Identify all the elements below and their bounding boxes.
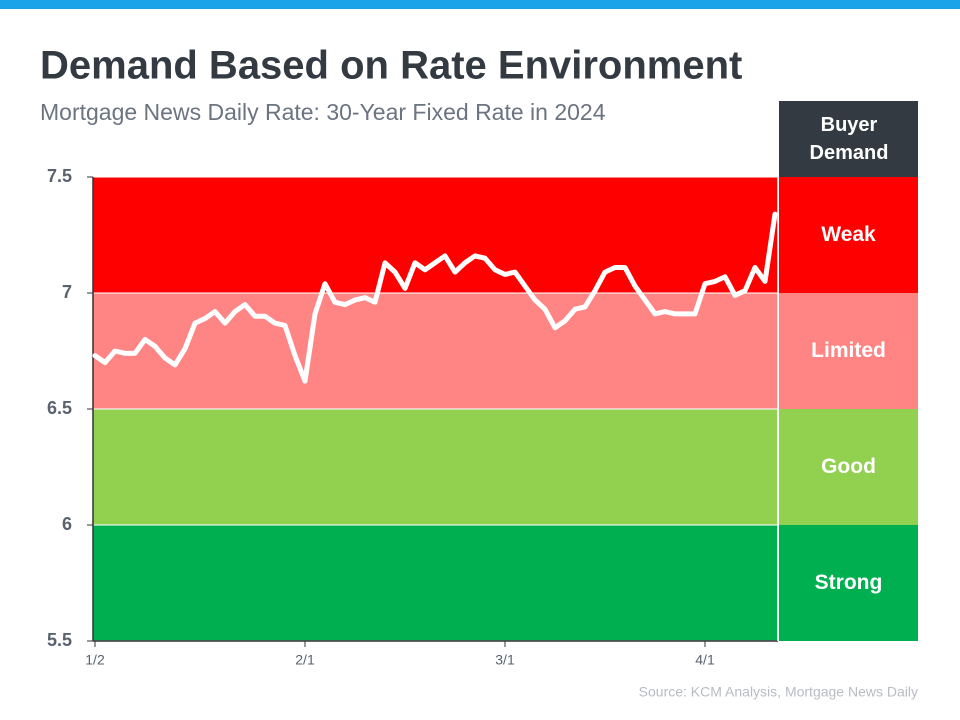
y-tick-label: 6 bbox=[62, 514, 72, 534]
zones-header-bg bbox=[779, 101, 918, 177]
source: Source: KCM Analysis, Mortgage News Dail… bbox=[639, 684, 918, 700]
y-tick-label: 7.5 bbox=[47, 166, 72, 186]
zone-panel bbox=[779, 525, 918, 641]
zone-panel bbox=[779, 177, 918, 293]
zone-label: Strong bbox=[814, 571, 883, 594]
zone-band bbox=[93, 409, 778, 525]
zone-panel bbox=[779, 409, 918, 525]
x-tick-label: 1/2 bbox=[85, 652, 105, 668]
x-tick-label: 3/1 bbox=[495, 652, 515, 668]
chart-subtitle: Mortgage News Daily Rate: 30-Year Fixed … bbox=[40, 99, 606, 125]
zone-label: Weak bbox=[821, 223, 876, 246]
zone-label: Limited bbox=[811, 339, 886, 362]
zone-band bbox=[93, 177, 778, 293]
chart-title: Demand Based on Rate Environment bbox=[40, 44, 742, 88]
line bbox=[92, 211, 778, 384]
y-tick-label: 6.5 bbox=[47, 398, 72, 418]
y-tick-label: 5.5 bbox=[47, 630, 72, 650]
zones-header: Buyer Demand bbox=[809, 114, 889, 164]
zone-band bbox=[93, 293, 778, 409]
y-tick-label: 7 bbox=[62, 282, 72, 302]
zone-label: Good bbox=[821, 455, 876, 478]
x-tick-label: 4/1 bbox=[695, 652, 715, 668]
zone-panel bbox=[779, 293, 918, 409]
top-bar bbox=[0, 0, 960, 9]
x-tick-label: 2/1 bbox=[295, 652, 315, 668]
zone-band bbox=[93, 525, 778, 641]
